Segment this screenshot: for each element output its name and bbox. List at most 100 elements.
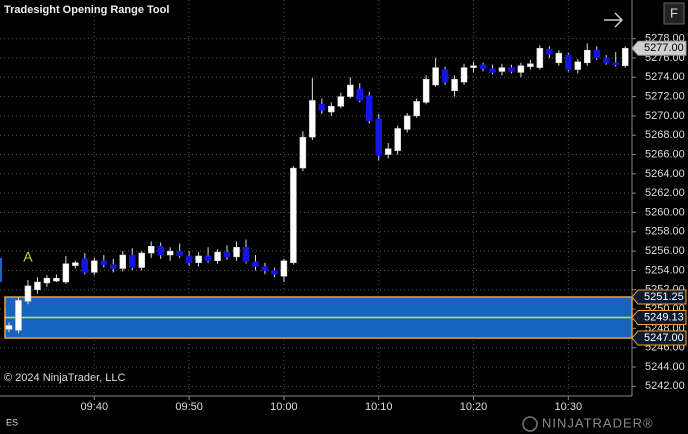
candle-body	[62, 263, 70, 283]
x-tick-label: 10:20	[460, 401, 488, 413]
x-tick-label: 09:50	[175, 401, 203, 413]
candle-body	[5, 325, 13, 330]
candle-body	[413, 101, 420, 117]
candle-body	[195, 255, 202, 263]
candle-body	[214, 251, 221, 262]
candle-body	[233, 247, 240, 258]
candle-body	[157, 246, 164, 256]
candle-body	[110, 264, 117, 269]
candle-body	[53, 277, 60, 282]
candle-body	[375, 118, 382, 156]
y-tick-label: 5274.00	[645, 71, 685, 83]
y-tick-label: 5242.00	[645, 380, 685, 392]
candle-body	[204, 255, 212, 262]
y-tick-label: 5244.00	[645, 361, 685, 373]
candle-body	[328, 105, 335, 113]
y-tick-label: 5268.00	[645, 129, 685, 141]
y-tick-label: 5256.00	[645, 245, 685, 257]
candle-body	[166, 250, 174, 256]
x-tick-label: 10:30	[555, 401, 583, 413]
range-price-marker	[631, 289, 687, 305]
candle-body	[479, 64, 487, 69]
candle-body	[422, 78, 430, 103]
candle-body	[451, 78, 458, 92]
candle-body	[81, 258, 89, 273]
annotation: A	[23, 249, 33, 265]
candle-body	[290, 167, 297, 263]
candle-body	[612, 62, 619, 65]
range-price-label: 5249.13	[644, 311, 684, 323]
copyright: © 2024 NinjaTrader, LLC	[4, 372, 125, 384]
logo-icon	[522, 416, 538, 432]
y-tick-label: 5258.00	[645, 226, 685, 238]
x-tick-label: 10:10	[365, 401, 393, 413]
candle-body	[432, 67, 439, 86]
y-tick-label: 5262.00	[645, 187, 685, 199]
grid	[0, 0, 632, 396]
candle-body	[309, 100, 316, 138]
candle-body	[252, 261, 259, 267]
candle-body	[100, 260, 108, 265]
x-tick-label: 09:40	[81, 401, 109, 413]
candle-body	[347, 84, 354, 97]
candle-body	[280, 260, 288, 277]
last-price-label: 5277.00	[644, 42, 684, 54]
candle-body	[318, 104, 326, 111]
y-tick-label: 5270.00	[645, 110, 685, 122]
candle-body	[365, 95, 373, 121]
candle-body	[584, 49, 591, 64]
candle-body	[517, 65, 525, 73]
candle-body	[602, 57, 610, 64]
candle-body	[403, 115, 411, 130]
candle-body	[384, 148, 392, 155]
candle-body	[271, 270, 278, 275]
candle-body	[356, 88, 364, 101]
y-tick-label: 5272.00	[645, 90, 685, 102]
candle-body	[498, 67, 506, 72]
candle-body	[555, 52, 563, 64]
last-price-marker	[631, 40, 687, 56]
candle-body	[536, 48, 544, 68]
candle-body	[261, 266, 269, 271]
range-price-label: 5247.00	[644, 332, 684, 344]
y-tick-label: 5254.00	[645, 264, 685, 276]
symbol: ES	[6, 417, 18, 427]
candle-body	[91, 260, 98, 273]
chart-title: Tradesight Opening Range Tool	[4, 4, 169, 16]
candle-body	[441, 69, 449, 83]
candle-body	[24, 285, 32, 302]
candle-body	[119, 254, 127, 269]
candle-body	[242, 247, 250, 262]
candle-body	[223, 251, 231, 258]
candle-body	[15, 300, 22, 331]
candle-body	[621, 48, 629, 66]
y-tick-label: 5266.00	[645, 148, 685, 160]
candle-body	[337, 96, 345, 107]
candle-body	[138, 252, 145, 268]
range-price-marker	[631, 309, 687, 325]
range-price-label: 5251.25	[644, 291, 684, 303]
candle-body	[72, 262, 79, 266]
f-button-label[interactable]: F	[670, 5, 678, 20]
candle-body	[185, 255, 193, 263]
x-tick-label: 10:00	[270, 401, 298, 413]
y-tick-label: 5264.00	[645, 168, 685, 180]
candle-body	[574, 61, 582, 70]
y-tick-label: 5260.00	[645, 206, 685, 218]
candle-body	[489, 68, 496, 73]
logo: NINJATRADER®	[542, 415, 654, 430]
candle-body	[176, 250, 183, 257]
candle-body	[460, 67, 468, 83]
candle-body	[299, 136, 307, 169]
candle-body	[43, 277, 51, 284]
f-button[interactable]	[663, 2, 685, 25]
candle-body	[546, 49, 553, 55]
candle-body	[508, 67, 515, 72]
candle-body	[34, 281, 41, 291]
candle-body	[394, 128, 401, 151]
candle-body	[565, 54, 572, 70]
arrow-icon[interactable]	[604, 12, 624, 28]
candle-body	[128, 254, 136, 268]
